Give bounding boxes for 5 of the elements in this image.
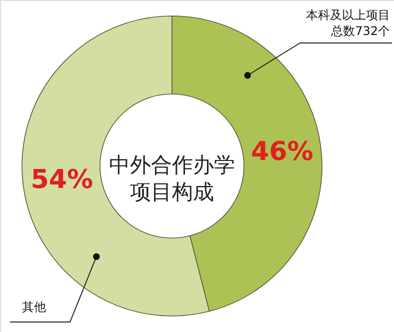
text: 中外合作办学项目构成 xyxy=(109,153,235,204)
slice-label: 其他 xyxy=(22,300,46,314)
data-label: 54% xyxy=(30,164,93,195)
data-label: 46% xyxy=(251,137,314,168)
slice-label: 本科及以上项目总数732个 xyxy=(306,8,390,38)
